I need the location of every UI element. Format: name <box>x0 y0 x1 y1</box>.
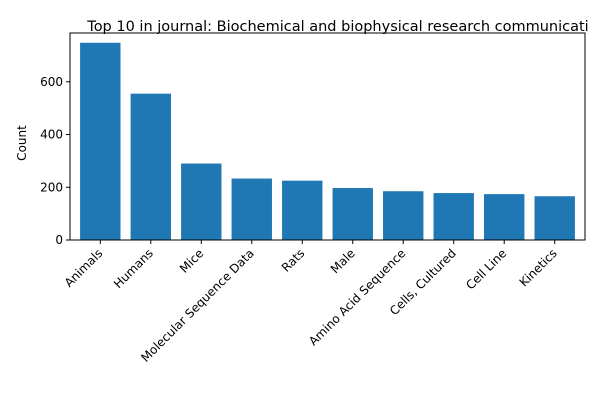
y-tick-label: 400 <box>40 128 63 142</box>
bar-molecular-sequence-data <box>231 178 272 240</box>
y-axis-ticks: 0 200 400 600 <box>40 75 70 247</box>
bar-cell-line <box>484 194 525 240</box>
bar-humans <box>130 93 171 241</box>
bar-cells-cultured <box>433 193 474 240</box>
y-tick-label: 600 <box>40 75 63 89</box>
y-tick-label: 200 <box>40 180 63 194</box>
bars-layer <box>80 42 575 241</box>
y-tick-label: 0 <box>55 233 63 247</box>
bar-animals <box>80 42 121 241</box>
chart-title: Top 10 in journal: Biochemical and bioph… <box>86 19 588 35</box>
bar-mice <box>181 163 222 240</box>
bar-male <box>332 188 373 240</box>
plot-area-frame <box>69 32 586 241</box>
bar-kinetics <box>534 196 575 240</box>
bar-amino-acid-sequence <box>383 191 424 240</box>
y-axis-label: Count <box>15 125 29 161</box>
bar-rats <box>282 180 323 240</box>
